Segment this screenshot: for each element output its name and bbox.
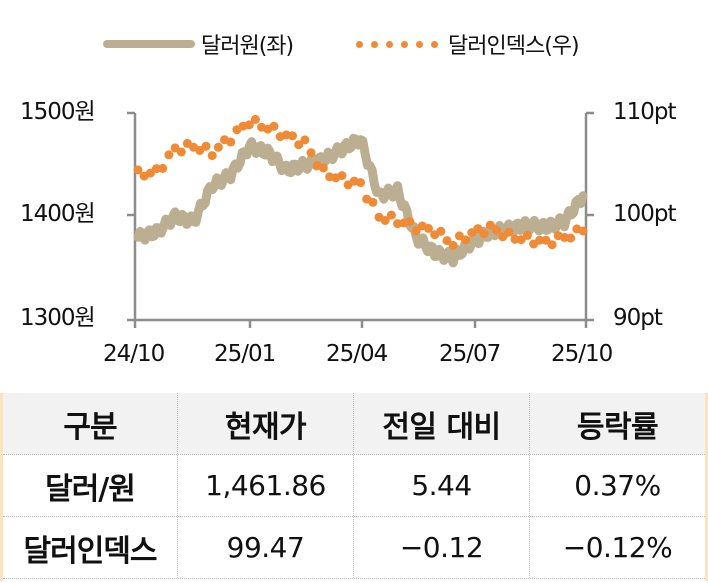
right-tick-90: 90pt: [613, 305, 663, 331]
right-tick-100: 100pt: [613, 201, 677, 227]
legend-item-usdkrw: 달러원(좌): [103, 28, 294, 60]
dxy-series-dots: [133, 114, 588, 250]
x-tick-2410: 24/10: [103, 341, 165, 367]
left-tick-1300: 1300원: [20, 305, 96, 331]
right-tick-110: 110pt: [613, 99, 677, 125]
table-header-row: 구분 현재가 전일 대비 등락률: [3, 393, 705, 455]
table-row: 달러/원 1,461.86 5.44 0.37%: [3, 455, 705, 517]
left-tick-1500: 1500원: [20, 99, 96, 125]
change-value: 5.44: [354, 455, 530, 516]
header-change-rate: 등락률: [576, 409, 659, 445]
dots-swatch-icon: [356, 40, 438, 48]
row-label: 달러인덱스: [3, 517, 178, 578]
line-swatch-icon: [103, 40, 195, 48]
usdkrw-series-line: [133, 133, 588, 268]
row-label: 달러/원: [3, 455, 178, 516]
x-tick-2504: 25/04: [326, 341, 388, 367]
x-tick-2510: 25/10: [551, 341, 613, 367]
x-tick-2501: 25/01: [214, 341, 276, 367]
legend-label-usdkrw: 달러원(좌): [201, 34, 294, 59]
legend-item-dxy: 달러인덱스(우): [356, 28, 580, 60]
table-row: 달러인덱스 99.47 −0.12 −0.12%: [3, 517, 705, 579]
axes: [127, 111, 594, 328]
current-price: 1,461.86: [178, 455, 354, 516]
current-price: 99.47: [178, 517, 354, 578]
fx-quote-table: 구분 현재가 전일 대비 등락률 달러/원 1,461.86 5.44 0.37…: [0, 393, 708, 581]
chart-legend: 달러원(좌) 달러인덱스(우): [0, 28, 708, 64]
change-value: −0.12: [354, 517, 530, 578]
left-tick-1400: 1400원: [20, 201, 96, 227]
legend-label-dxy: 달러인덱스(우): [448, 34, 580, 59]
x-tick-2507: 25/07: [439, 341, 501, 367]
change-rate: 0.37%: [574, 469, 661, 502]
header-change: 전일 대비: [354, 393, 530, 454]
header-category: 구분: [3, 393, 178, 454]
change-rate: −0.12%: [562, 531, 673, 564]
fx-chart-plot: [127, 111, 594, 328]
header-current-price: 현재가: [178, 393, 354, 454]
